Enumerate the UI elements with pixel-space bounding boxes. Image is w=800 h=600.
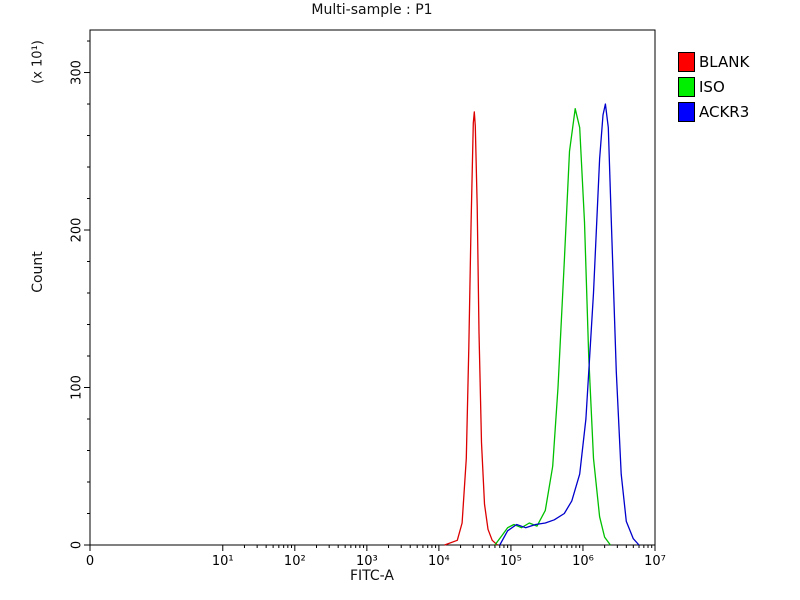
legend-swatch-ackr3: [678, 102, 695, 122]
legend-item-ackr3: ACKR3: [678, 102, 749, 122]
x-tick-label: 0: [86, 554, 94, 569]
y-tick-label: 300: [70, 60, 85, 85]
legend-item-blank: BLANK: [678, 52, 749, 72]
x-axis-label: FITC-A: [349, 568, 395, 584]
legend: BLANK ISO ACKR3: [678, 52, 749, 122]
x-tick-label: 10⁶: [572, 554, 594, 569]
series-curve-ackr3: [499, 103, 640, 546]
y-tick-label: 100: [70, 375, 85, 400]
legend-swatch-blank: [678, 52, 695, 72]
plot-border: [89, 29, 656, 546]
x-tick-label: 10²: [284, 554, 306, 569]
legend-swatch-iso: [678, 77, 695, 97]
x-tick-label: 10⁷: [644, 554, 666, 569]
chart-title: Multi-sample : P1: [311, 2, 433, 18]
x-tick-label: 10³: [356, 554, 378, 569]
x-tick-label: 10⁴: [428, 554, 450, 569]
y-tick-label: 0: [70, 541, 85, 549]
series-curve-iso: [494, 108, 611, 546]
legend-label-iso: ISO: [699, 78, 725, 96]
x-tick-label: 10¹: [212, 554, 234, 569]
x-tick-label: 10⁵: [500, 554, 522, 569]
series-curve-blank: [444, 111, 498, 546]
y-tick-label: 200: [70, 218, 85, 243]
legend-label-blank: BLANK: [699, 53, 750, 71]
legend-label-ackr3: ACKR3: [699, 103, 750, 121]
legend-item-iso: ISO: [678, 77, 749, 97]
